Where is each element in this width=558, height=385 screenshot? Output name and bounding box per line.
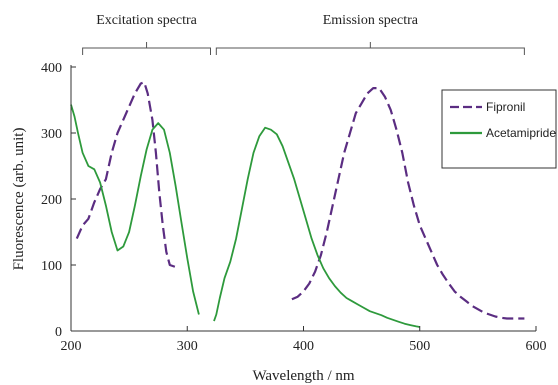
bracket-2 <box>215 42 525 55</box>
series-line-fipronil-1 <box>75 81 176 269</box>
series-line-acetamipride-1 <box>70 104 200 315</box>
y-tick-label: 200 <box>41 193 62 208</box>
tick-labels: 200 300 400 500 600 0 100 200 300 400 <box>41 61 547 354</box>
legend-label-fipronil: Fipronil <box>486 100 525 114</box>
y-tick-label: 0 <box>55 325 62 340</box>
x-tick-label: 300 <box>177 339 198 354</box>
axes <box>70 65 537 332</box>
y-axis-title: Fluorescence (arb. unit) <box>11 128 27 271</box>
x-tick-label: 500 <box>409 339 430 354</box>
bracket-label-2: Emission spectra <box>323 13 419 28</box>
x-tick-label: 400 <box>293 339 314 354</box>
x-tick-label: 600 <box>526 339 547 354</box>
bracket-label-1: Excitation spectra <box>96 13 197 28</box>
spectra-brackets: Excitation spectra Emission spectra <box>82 13 525 55</box>
y-tick-label: 100 <box>41 259 62 274</box>
x-axis-title: Wavelength / nm <box>252 368 354 384</box>
legend-label-acetamipride: Acetamipride <box>486 126 556 140</box>
series-line-acetamipride-2 <box>213 126 420 328</box>
y-tick-label: 300 <box>41 127 62 142</box>
x-tick-label: 200 <box>61 339 82 354</box>
y-tick-label: 400 <box>41 61 62 76</box>
plot-area <box>70 81 525 328</box>
legend-box <box>441 89 557 169</box>
legend: Fipronil Acetamipride <box>441 89 557 169</box>
series-line-fipronil-2 <box>291 87 525 320</box>
bracket-1 <box>82 42 211 55</box>
